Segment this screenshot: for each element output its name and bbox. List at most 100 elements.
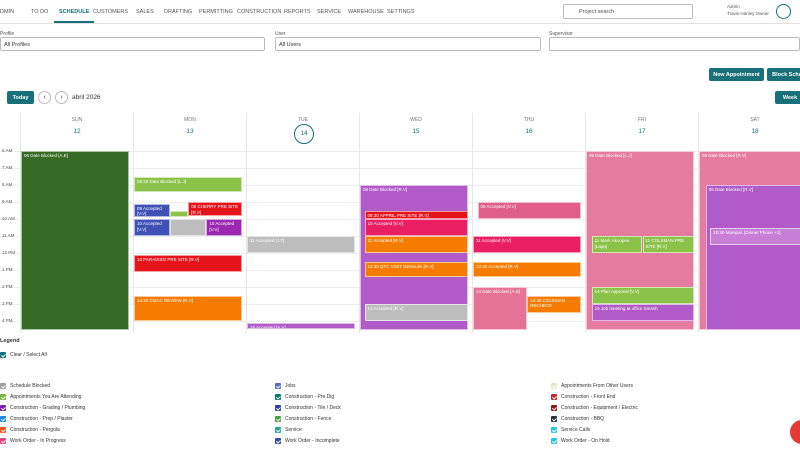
- legend-checkbox[interactable]: [0, 438, 6, 444]
- filter-label: Profile: [0, 31, 15, 37]
- appointment[interactable]: 10:30 Manipal, [Dinner Phone +1]: [710, 227, 800, 245]
- nav-item[interactable]: SALES: [136, 9, 154, 15]
- new-appointment-button[interactable]: New Appointment: [709, 68, 764, 81]
- legend-item[interactable]: Construction - Equipment / Electric: [551, 405, 638, 413]
- week-button[interactable]: Week: [775, 91, 800, 104]
- nav-item[interactable]: SETTINGS: [387, 9, 415, 15]
- appointment[interactable]: 09 Accepted [V.V]: [134, 203, 171, 218]
- search-box[interactable]: Project search: [563, 4, 693, 19]
- legend-item[interactable]: Construction - Pergola: [0, 427, 60, 435]
- next-button[interactable]: ›: [55, 91, 68, 104]
- appointment[interactable]: 11 Accepted [V.V]: [473, 236, 582, 253]
- legend-item[interactable]: Construction - Tile / Deck: [275, 405, 341, 413]
- nav-item[interactable]: WAREHOUSE: [348, 9, 384, 15]
- legend-item[interactable]: Appointments From Other Users: [551, 383, 633, 391]
- legend-item[interactable]: Schedule Blocked: [0, 383, 50, 391]
- appointment-label: 08:30 Date Blocked [L.J]: [137, 178, 187, 184]
- appointment[interactable]: 14 Date Blocked [A.E]: [473, 287, 528, 330]
- appointment[interactable]: 09:30 APPRIL PRE SITE [R.V]: [364, 210, 469, 219]
- checkbox[interactable]: [0, 352, 6, 358]
- appointment[interactable]: 14:30 COLEMAN RECHECK: [527, 295, 582, 313]
- nav-active-underline: [54, 21, 94, 23]
- legend-item[interactable]: Construction - Fence: [275, 416, 331, 424]
- legend-item[interactable]: Construction - Grading / Plumbing: [0, 405, 85, 413]
- legend-checkbox[interactable]: [275, 427, 281, 433]
- legend-item[interactable]: Work Order - On Hold: [551, 438, 610, 446]
- appointment[interactable]: 11 Accepted [J.T]: [247, 236, 356, 253]
- appointment-label: 08 Date Blocked [R.V]: [363, 187, 408, 192]
- nav-item[interactable]: DMIN: [0, 9, 15, 15]
- appointment[interactable]: 12:30 QTC VISIT DeMoulin [R.V]: [364, 261, 469, 277]
- legend-checkbox[interactable]: [0, 427, 6, 433]
- hour-line: [0, 151, 800, 152]
- nav-item[interactable]: CONSTRUCTION: [237, 9, 282, 15]
- appointment-label: 12:30 QTC VISIT DeMoulin [R.V]: [367, 263, 434, 269]
- legend-item[interactable]: Construction - Prep / Plaster: [0, 416, 73, 424]
- filter-select[interactable]: All Users: [275, 37, 541, 51]
- appointment[interactable]: 11 Mark Akoopee [Lapp]: [591, 236, 643, 253]
- legend-checkbox[interactable]: [551, 394, 557, 400]
- appointment[interactable]: 14 Accepted [R.V]: [364, 304, 469, 321]
- legend-checkbox[interactable]: [551, 405, 557, 411]
- filter-select[interactable]: [549, 37, 800, 51]
- appointment[interactable]: 12:30 Accepted [R.V]: [473, 261, 582, 277]
- legend-checkbox[interactable]: [551, 416, 557, 422]
- appointment[interactable]: [170, 210, 189, 218]
- appointment[interactable]: 09 CHERRY PRE SITE [R.V]: [188, 202, 243, 216]
- legend-checkbox[interactable]: [275, 438, 281, 444]
- nav-item[interactable]: SERVICE: [317, 9, 342, 15]
- appointment[interactable]: 14:30 CMAC REVIEW [R.V]: [134, 295, 243, 321]
- legend-label: Construction - Tile / Deck: [285, 405, 341, 411]
- appointment[interactable]: 09 Accepted [V.V]: [477, 202, 582, 219]
- legend-checkbox[interactable]: [0, 394, 6, 400]
- appointment[interactable]: [170, 219, 207, 236]
- appointment[interactable]: 08 Date Blocked [R.V]: [705, 185, 800, 330]
- appointment[interactable]: 14 Plan Approval [V.V]: [591, 287, 695, 304]
- legend-item[interactable]: Appointments You Are Attending: [0, 394, 81, 402]
- block-schedule-button[interactable]: Block Sche: [767, 68, 800, 81]
- legend-item[interactable]: Construction - Pre Dig: [275, 394, 334, 402]
- avatar[interactable]: [776, 4, 791, 19]
- fab-button[interactable]: [790, 420, 800, 444]
- filter-select[interactable]: All Profiles: [0, 37, 265, 51]
- appointment[interactable]: 10 Accepted [V.V]: [206, 219, 243, 236]
- appointment[interactable]: 10 Accepted [V.V]: [364, 219, 469, 236]
- appointment[interactable]: 11 Accepted [R.V]: [364, 236, 469, 253]
- legend-checkbox[interactable]: [275, 416, 281, 422]
- legend-checkbox[interactable]: [551, 438, 557, 444]
- legend-checkbox[interactable]: [551, 383, 557, 389]
- appointment[interactable]: 15 Job meeting at office Smash: [591, 304, 695, 321]
- legend-item[interactable]: Work Order - Incomplete: [275, 438, 340, 446]
- legend-checkbox[interactable]: [0, 405, 6, 411]
- legend-checkbox[interactable]: [275, 405, 281, 411]
- legend-item[interactable]: Work Order - In Progress: [0, 438, 66, 446]
- nav-item[interactable]: REPORTS: [284, 9, 311, 15]
- legend-item[interactable]: Construction - Front End: [551, 394, 615, 402]
- today-button[interactable]: Today: [7, 91, 34, 104]
- legend-item[interactable]: Construction - BBQ: [551, 416, 604, 424]
- appointment[interactable]: 08:30 Date Blocked [L.J]: [134, 176, 243, 192]
- select-all[interactable]: Clear / Select All: [0, 352, 47, 360]
- appointment[interactable]: 06 Date Blocked [A.E]: [21, 151, 130, 330]
- legend-item[interactable]: Jobs: [275, 383, 296, 391]
- nav-item[interactable]: TO DO: [31, 9, 49, 15]
- legend-label: Service Calls: [561, 427, 591, 433]
- nav-item[interactable]: PERMITTING: [199, 9, 233, 15]
- appointment[interactable]: 10 Accepted [V.V]: [134, 219, 171, 236]
- nav-item[interactable]: SCHEDULE: [59, 9, 90, 15]
- legend-item[interactable]: Service Calls: [551, 427, 590, 435]
- legend-checkbox[interactable]: [551, 427, 557, 433]
- legend-checkbox[interactable]: [0, 383, 6, 389]
- appointment[interactable]: 11 COLEMAN PRE SITE [R.V]: [642, 236, 695, 253]
- nav-item[interactable]: CUSTOMERS: [93, 9, 129, 15]
- appointment[interactable]: 15 Accepted [A.V]: [247, 322, 356, 330]
- legend-checkbox[interactable]: [275, 394, 281, 400]
- legend-checkbox[interactable]: [275, 383, 281, 389]
- legend-checkbox[interactable]: [0, 416, 6, 422]
- appointment-label: 14 Date Blocked [A.E]: [476, 289, 521, 294]
- nav-item[interactable]: DRAFTING: [164, 9, 193, 15]
- legend-item[interactable]: Service: [275, 427, 302, 435]
- appointment[interactable]: 13 PARADISO PRE SITE [R.V]: [134, 254, 243, 272]
- prev-button[interactable]: ‹: [38, 91, 51, 104]
- day-date: 17: [638, 128, 646, 135]
